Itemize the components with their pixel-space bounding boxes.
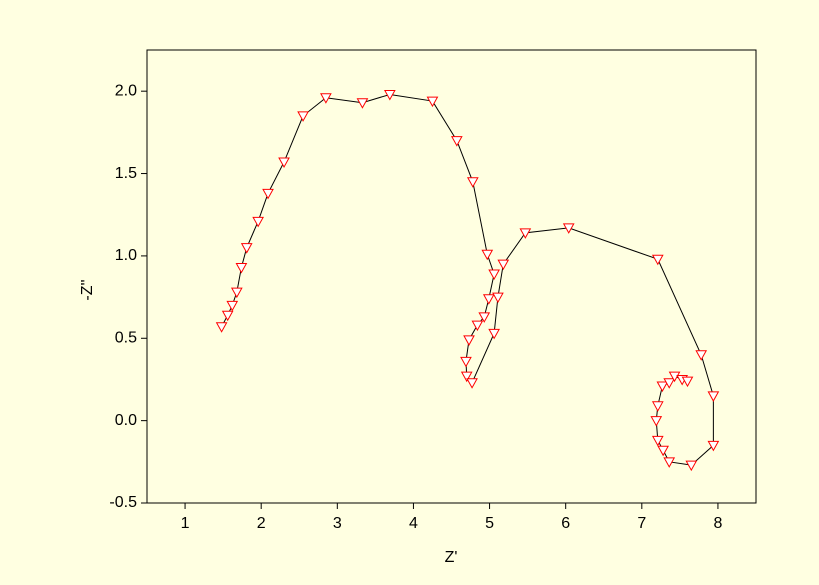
data-point bbox=[562, 223, 575, 234]
data-point bbox=[695, 350, 708, 361]
data-point bbox=[463, 335, 475, 346]
data-point bbox=[240, 243, 253, 254]
data-point bbox=[651, 254, 664, 266]
data-point bbox=[651, 435, 664, 447]
data-point bbox=[707, 440, 720, 452]
data-point bbox=[663, 378, 676, 389]
data-point bbox=[262, 188, 274, 200]
x-tick-label: 4 bbox=[409, 515, 418, 532]
data-point bbox=[488, 269, 500, 281]
data-point bbox=[460, 371, 473, 383]
data-point bbox=[471, 320, 484, 332]
data-point bbox=[226, 300, 239, 312]
data-point bbox=[657, 445, 669, 457]
x-axis-label: Z' bbox=[445, 549, 458, 566]
y-axis-label: -Z'' bbox=[79, 279, 96, 300]
x-tick-label: 8 bbox=[713, 515, 722, 532]
data-point bbox=[488, 328, 500, 340]
data-point bbox=[356, 98, 369, 109]
data-point bbox=[460, 356, 472, 368]
y-tick-label: -0.5 bbox=[109, 494, 137, 511]
x-tick-label: 1 bbox=[181, 515, 190, 532]
x-tick-label: 5 bbox=[485, 515, 494, 532]
data-point bbox=[656, 381, 669, 393]
data-point bbox=[651, 401, 664, 412]
data-point bbox=[221, 310, 234, 322]
x-tick-label: 7 bbox=[637, 515, 646, 532]
plot-area bbox=[146, 49, 757, 504]
data-point bbox=[230, 287, 243, 299]
y-tick-label: 1.5 bbox=[115, 165, 137, 182]
data-point bbox=[466, 177, 479, 188]
y-tick-label: 0.5 bbox=[115, 329, 137, 346]
data-point bbox=[278, 157, 290, 169]
x-tick-label: 3 bbox=[333, 515, 342, 532]
data-point bbox=[320, 93, 332, 104]
data-point bbox=[426, 96, 439, 108]
data-point bbox=[450, 136, 463, 147]
y-tick-label: 1.0 bbox=[115, 247, 137, 264]
x-tick-label: 6 bbox=[561, 515, 570, 532]
data-point bbox=[519, 228, 532, 239]
data-point bbox=[478, 312, 491, 323]
data-point bbox=[252, 216, 264, 228]
data-point bbox=[215, 322, 228, 333]
y-tick-label: 0.0 bbox=[115, 412, 137, 429]
data-point bbox=[383, 89, 396, 101]
data-point bbox=[707, 391, 720, 402]
data-point bbox=[235, 262, 248, 274]
data-point bbox=[681, 376, 694, 388]
x-tick-label: 2 bbox=[257, 515, 266, 532]
data-point bbox=[466, 378, 478, 389]
data-point bbox=[650, 416, 663, 427]
data-point bbox=[685, 460, 698, 472]
data-point bbox=[482, 294, 495, 305]
data-point bbox=[668, 371, 681, 383]
y-tick-label: 2.0 bbox=[115, 82, 137, 99]
data-point bbox=[481, 249, 494, 261]
data-point bbox=[497, 259, 510, 271]
data-point bbox=[297, 111, 309, 122]
data-point bbox=[663, 457, 676, 468]
data-point bbox=[492, 292, 504, 304]
